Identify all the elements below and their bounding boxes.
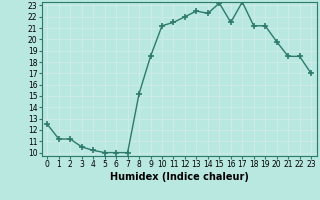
X-axis label: Humidex (Indice chaleur): Humidex (Indice chaleur) [110, 172, 249, 182]
